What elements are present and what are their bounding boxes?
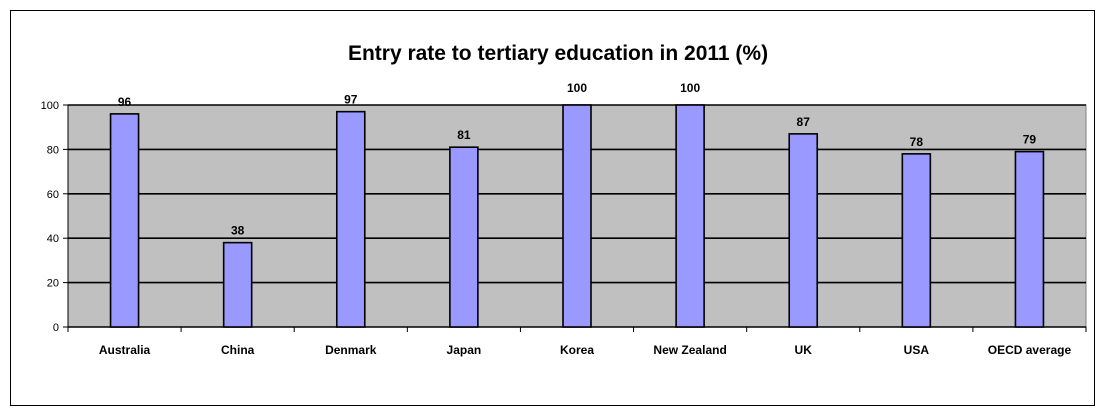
y-tick-label: 0 [53,322,59,334]
data-label: 87 [797,115,811,129]
category-label: China [221,343,255,357]
data-label: 78 [910,135,924,149]
category-label: Australia [99,343,151,357]
data-label: 38 [231,224,245,238]
bar [1014,150,1045,328]
y-tick-label: 40 [47,233,59,245]
category-label: Japan [447,343,482,357]
y-tick-label: 60 [47,189,59,201]
bar [222,241,253,328]
bar [901,153,932,328]
category-label: New Zealand [653,343,726,357]
data-label: 96 [118,95,132,109]
bar [675,104,705,328]
category-label: USA [904,343,930,357]
bar [562,104,592,328]
category-label: OECD average [988,343,1072,357]
category-label: Korea [560,343,594,357]
data-label: 97 [344,93,358,107]
data-label: 100 [567,81,587,95]
category-label: Denmark [325,343,377,357]
category-labels: Australia China Denmark Japan Korea New Zeala… [99,343,1072,357]
bar-chart: Entry rate to tertiary education in 2011… [41,42,1087,357]
bars [109,104,1045,328]
y-tick-label: 100 [41,100,59,112]
y-tick-labels: 0 20 40 60 80 100 [41,100,59,334]
category-label: UK [795,343,813,357]
data-labels: 96 38 97 81 100 100 87 78 79 [118,81,1037,238]
bar [335,110,366,328]
data-label: 79 [1023,133,1037,147]
bar [109,113,140,328]
chart-title: Entry rate to tertiary education in 2011… [348,42,768,65]
y-tick-label: 20 [47,278,59,290]
chart-frame: Entry rate to tertiary education in 2011… [10,10,1095,406]
y-tick-label: 80 [47,144,59,156]
bar [788,133,819,328]
bar [449,146,479,328]
data-label: 81 [457,128,471,142]
data-label: 100 [680,81,700,95]
